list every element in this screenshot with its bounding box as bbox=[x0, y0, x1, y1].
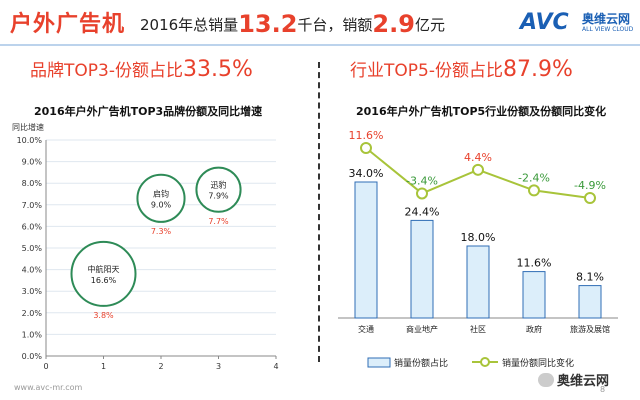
y-axis-label: 同比增速 bbox=[12, 122, 44, 132]
x-tick-label: 4 bbox=[273, 362, 278, 371]
y-tick-label: 4.0% bbox=[22, 266, 43, 275]
line-value-label: 11.6% bbox=[349, 129, 384, 142]
bubble-point bbox=[195, 166, 242, 213]
brand-share-heading: 品牌TOP3-份额占比33.5% bbox=[30, 56, 253, 82]
bar bbox=[578, 285, 602, 319]
avc-logo: AVC 奥维云网 ALL VIEW CLOUD bbox=[520, 10, 634, 40]
brand-share-value: 33.5% bbox=[182, 57, 253, 82]
bubble-brand-label: 迅豹 bbox=[211, 180, 227, 190]
bubble-growth-label: 3.8% bbox=[93, 311, 114, 320]
brand-bubble-chart: 同比增速 0.0% 1.0% 2.0% 3.0% 4.0% 5.0% 6.0% 7.0% 8.0%… bbox=[12, 122, 279, 371]
line-point bbox=[360, 142, 372, 154]
bubble-growth-label: 7.7% bbox=[208, 217, 229, 226]
line-point bbox=[416, 187, 428, 200]
bubble-brand-label: 中航阳天 bbox=[88, 264, 120, 274]
y-tick-label: 2.0% bbox=[22, 309, 43, 318]
industry-share-value: 87.9% bbox=[502, 57, 573, 82]
line-value-label: 4.4% bbox=[464, 151, 492, 164]
bar bbox=[522, 271, 546, 319]
x-category-label: 商业地产 bbox=[406, 324, 438, 334]
bubble-share-label: 7.9% bbox=[208, 192, 229, 201]
logo-en: ALL VIEW CLOUD bbox=[582, 26, 634, 33]
line-value-label: -3.4% bbox=[406, 174, 438, 187]
header-divider bbox=[0, 44, 640, 46]
bar-value-label: 34.0% bbox=[349, 167, 384, 180]
industry-chart-title: 2016年户外广告机TOP5行业份额及份额同比变化 bbox=[356, 105, 607, 118]
line-point bbox=[472, 163, 484, 176]
y-tick-label: 9.0% bbox=[22, 158, 43, 167]
y-tick-label: 0.0% bbox=[22, 352, 43, 361]
bubble-point bbox=[136, 173, 186, 223]
x-tick-label: 1 bbox=[101, 362, 106, 371]
industry-share-label: 行业TOP5-份额占比 bbox=[350, 61, 503, 81]
wechat-icon bbox=[538, 373, 554, 387]
x-tick-label: 2 bbox=[158, 362, 163, 371]
y-tick-label: 7.0% bbox=[22, 201, 43, 210]
footer-url: www.avc-mr.com bbox=[14, 383, 83, 392]
x-tick-label: 3 bbox=[216, 362, 221, 371]
line-point bbox=[528, 184, 540, 197]
summary-prefix: 2016年总销量 bbox=[140, 16, 239, 34]
x-category-label: 社区 bbox=[470, 324, 486, 334]
bubble-share-label: 16.6% bbox=[91, 276, 117, 285]
legend-label: 销量份额同比变化 bbox=[502, 357, 574, 369]
y-tick-label: 3.0% bbox=[22, 287, 43, 296]
brand-share-label: 品牌TOP3-份额占比 bbox=[30, 61, 183, 81]
line-value-label: -4.9% bbox=[574, 179, 606, 192]
wechat-watermark: 奥维云网 bbox=[538, 370, 609, 389]
sales-revenue: 2.9 bbox=[372, 10, 415, 38]
brand-chart-title: 2016年户外广告机TOP3品牌份额及同比增速 bbox=[34, 105, 263, 118]
y-tick-label: 8.0% bbox=[22, 179, 43, 188]
industry-bar-line-chart: 34.0% 交通 24.4% 商业地产 18.0% 社区 11.6% 政府 8.1% 旅游及展馆 1… bbox=[338, 129, 618, 369]
legend-swatch-marker bbox=[480, 357, 490, 367]
legend-label: 销量份额占比 bbox=[394, 357, 448, 369]
section-divider bbox=[318, 62, 320, 362]
summary-mid: 千台，销额 bbox=[297, 16, 373, 34]
y-tick-label: 1.0% bbox=[22, 330, 43, 339]
industry-share-heading: 行业TOP5-份额占比87.9% bbox=[350, 56, 573, 82]
page-number: 8 bbox=[600, 385, 606, 394]
bar-value-label: 18.0% bbox=[461, 231, 496, 244]
bubble-brand-label: 启钧 bbox=[153, 188, 169, 198]
sales-volume: 13.2 bbox=[238, 10, 298, 38]
y-tick-label: 6.0% bbox=[22, 222, 43, 231]
x-category-label: 政府 bbox=[526, 324, 542, 334]
line-value-label: -2.4% bbox=[518, 171, 550, 184]
line-point bbox=[584, 192, 596, 204]
x-category-label: 旅游及展馆 bbox=[570, 324, 610, 334]
sales-summary: 2016年总销量13.2千台，销额2.9亿元 bbox=[140, 10, 445, 38]
bubble-point bbox=[70, 240, 137, 307]
bar-value-label: 24.4% bbox=[405, 205, 440, 218]
bar bbox=[466, 245, 490, 319]
bar bbox=[410, 219, 434, 319]
bar-value-label: 11.6% bbox=[517, 257, 552, 270]
bar bbox=[354, 181, 378, 319]
wechat-label: 奥维云网 bbox=[557, 374, 610, 389]
x-category-label: 交通 bbox=[358, 324, 374, 334]
bubble-share-label: 9.0% bbox=[151, 200, 172, 209]
x-tick-label: 0 bbox=[43, 362, 48, 371]
y-tick-label: 10.0% bbox=[17, 136, 43, 145]
summary-suffix: 亿元 bbox=[414, 16, 445, 34]
logo-cn: 奥维云网 bbox=[582, 12, 631, 26]
legend-swatch-bar bbox=[367, 357, 391, 368]
bubble-growth-label: 7.3% bbox=[151, 227, 172, 236]
header-bar: 户外广告机 2016年总销量13.2千台，销额2.9亿元 AVC 奥维云网 AL… bbox=[0, 0, 640, 44]
page-title: 户外广告机 bbox=[10, 12, 126, 37]
logo-main: AVC bbox=[520, 10, 569, 35]
bar-value-label: 8.1% bbox=[576, 271, 604, 284]
y-tick-label: 5.0% bbox=[22, 244, 43, 253]
